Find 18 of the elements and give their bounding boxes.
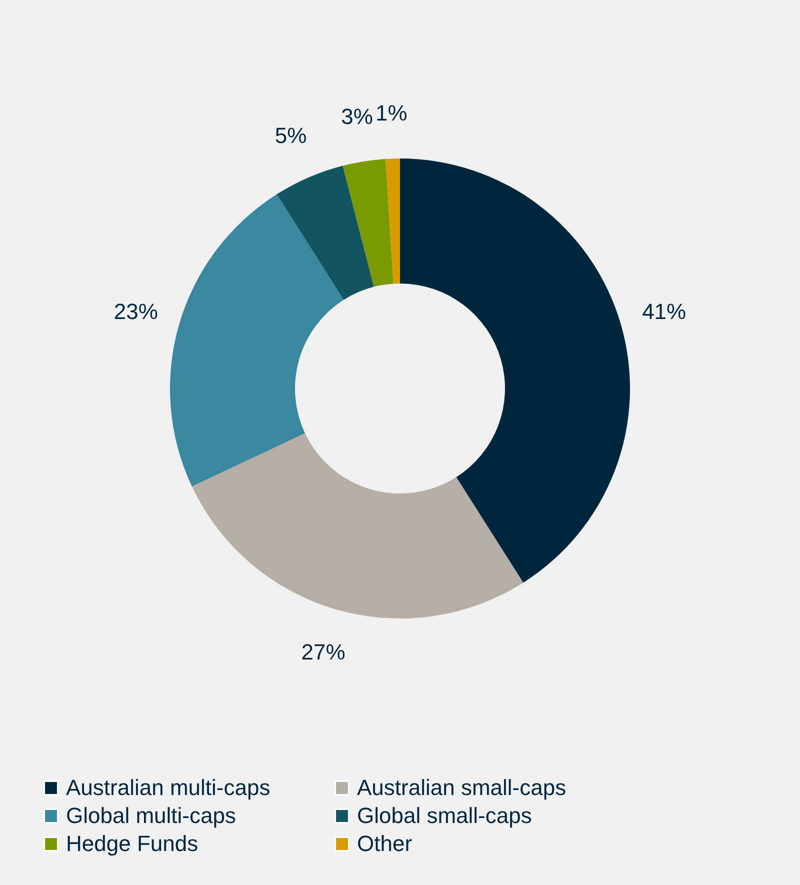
donut-slice xyxy=(400,158,630,583)
data-label: 27% xyxy=(301,640,346,665)
data-label: 5% xyxy=(274,123,307,148)
legend-label: Global multi-caps xyxy=(66,803,236,828)
legend-label: Australian small-caps xyxy=(357,775,566,800)
donut-slice xyxy=(192,433,524,618)
donut-slice xyxy=(276,166,374,300)
donut-slice xyxy=(342,158,394,287)
donut-slice xyxy=(170,194,344,486)
data-label: 3% xyxy=(341,104,373,129)
legend-label: Hedge Funds xyxy=(66,831,198,856)
data-label: 1% xyxy=(375,100,408,126)
data-label: 41% xyxy=(642,298,686,324)
legend-label: Other xyxy=(357,831,412,856)
legend-label: Australian multi-caps xyxy=(66,775,270,800)
data-label: 23% xyxy=(114,298,158,324)
legend-label: Global small-caps xyxy=(357,803,532,828)
donut-slice xyxy=(386,158,400,284)
